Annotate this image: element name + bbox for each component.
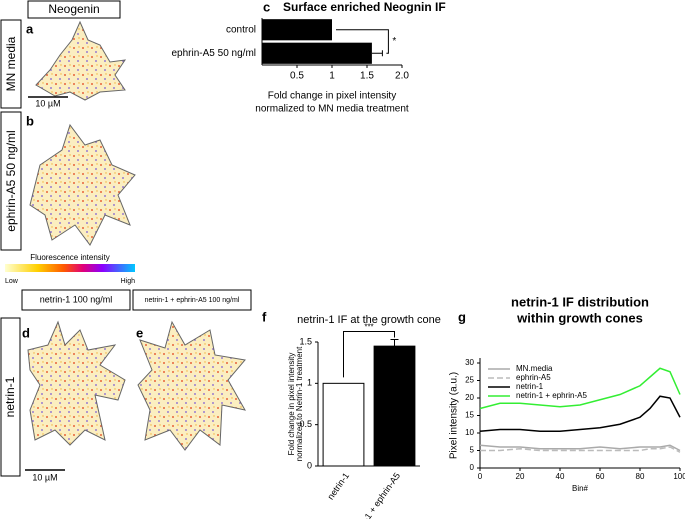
y-tick-label: 25 xyxy=(465,376,474,385)
error-bar xyxy=(371,50,383,57)
line xyxy=(479,444,681,452)
colorbar-title: Fluorescence intensity xyxy=(30,253,110,262)
header: Neogenin xyxy=(48,2,99,16)
y-tick-label: 1 xyxy=(307,378,312,388)
cell-image xyxy=(35,20,127,101)
chart-letter: f xyxy=(262,309,267,324)
row-label: netrin-1 xyxy=(3,376,17,417)
y-tick-label: 15 xyxy=(465,411,474,420)
y-axis-label: Fold change in pixel intensity xyxy=(287,353,296,456)
line xyxy=(480,446,681,453)
x-tick-label: netrin-1 xyxy=(325,471,351,502)
y-tick-label: 20 xyxy=(465,393,474,402)
y-tick-label: ephrin-A5 50 ng/ml xyxy=(172,48,257,59)
chart-letter: g xyxy=(458,309,466,324)
bar xyxy=(322,382,365,467)
y-tick-label: control xyxy=(226,24,256,35)
chart-title: netrin-1 IF distribution xyxy=(511,294,649,309)
panel-letter: d xyxy=(22,325,30,340)
y-tick-label: 30 xyxy=(465,358,474,367)
column-box xyxy=(132,289,252,311)
scale-label: 10 µM xyxy=(32,472,57,482)
y-tick-label: 10 xyxy=(465,428,474,437)
column-label: netrin-1 + ephrin-A5 100 ng/ml xyxy=(145,297,240,304)
cell-image xyxy=(137,320,246,451)
panel-letter: e xyxy=(136,325,143,340)
x-tick-label: 1 xyxy=(329,71,335,82)
x-tick-label: 0 xyxy=(478,472,483,481)
x-tick-label: 2.0 xyxy=(395,71,409,82)
row-box xyxy=(0,19,22,109)
colorbar-low: Low xyxy=(5,278,19,285)
y-axis-label: Pixel intensity (a.u.) xyxy=(449,372,460,459)
colorbar-high: High xyxy=(121,278,136,285)
error-bar xyxy=(390,339,399,347)
chart-title: Surface enriched Neognin IF xyxy=(283,0,446,14)
y-tick-label: 5 xyxy=(470,446,475,455)
line xyxy=(479,367,681,410)
bar xyxy=(262,42,372,64)
bracket xyxy=(336,29,389,54)
legend-label: MN.media xyxy=(516,364,553,373)
legend-label: ephrin-A5 xyxy=(516,373,551,382)
header-box xyxy=(27,0,121,19)
column-box xyxy=(21,289,131,311)
row-label: ephrin-A5 50 ng/ml xyxy=(4,130,18,231)
panel-letter: a xyxy=(26,21,34,36)
line xyxy=(479,395,681,432)
bracket xyxy=(343,331,395,378)
row-box xyxy=(0,317,21,477)
column-label: netrin-1 100 ng/ml xyxy=(40,294,113,304)
cell-image xyxy=(27,320,126,446)
y-tick-label: 0 xyxy=(470,463,475,472)
bar xyxy=(373,345,416,467)
annotation: * xyxy=(392,36,396,47)
scale-label: 10 µM xyxy=(35,98,60,108)
bar xyxy=(262,19,332,41)
x-tick-label: 60 xyxy=(596,472,605,481)
cell-image xyxy=(29,123,136,246)
legend-label: netrin-1 + ephrin-A5 xyxy=(516,391,587,400)
y-tick-label: 0.5 xyxy=(299,419,312,429)
x-tick-label: 0.5 xyxy=(290,71,304,82)
x-axis-label: normalized to MN media treatment xyxy=(255,104,409,115)
y-tick-label: 1.5 xyxy=(299,336,312,346)
legend-label: netrin-1 xyxy=(516,382,544,391)
y-tick-label: 0 xyxy=(307,460,312,470)
x-tick-label: 20 xyxy=(516,472,525,481)
x-tick-label: 100 xyxy=(673,472,685,481)
x-tick-label: 40 xyxy=(556,472,565,481)
x-tick-label: 80 xyxy=(636,472,645,481)
x-tick-label: etrin-1 + ephrin-A5 xyxy=(351,471,402,519)
colorbar xyxy=(5,264,135,272)
x-axis-label: Bin# xyxy=(572,484,589,493)
chart-letter: c xyxy=(263,0,270,14)
chart-title: within growth cones xyxy=(516,310,643,325)
panel-letter: b xyxy=(26,113,34,128)
y-axis-label: normalized to Netrin-1 treatment xyxy=(295,346,304,461)
annotation: *** xyxy=(364,323,373,332)
row-box xyxy=(0,111,22,251)
x-tick-label: 1.5 xyxy=(360,71,374,82)
row-label: MN media xyxy=(4,36,18,91)
x-axis-label: Fold change in pixel intensity xyxy=(268,91,396,102)
chart-title: netrin-1 IF at the growth cone xyxy=(297,314,441,326)
